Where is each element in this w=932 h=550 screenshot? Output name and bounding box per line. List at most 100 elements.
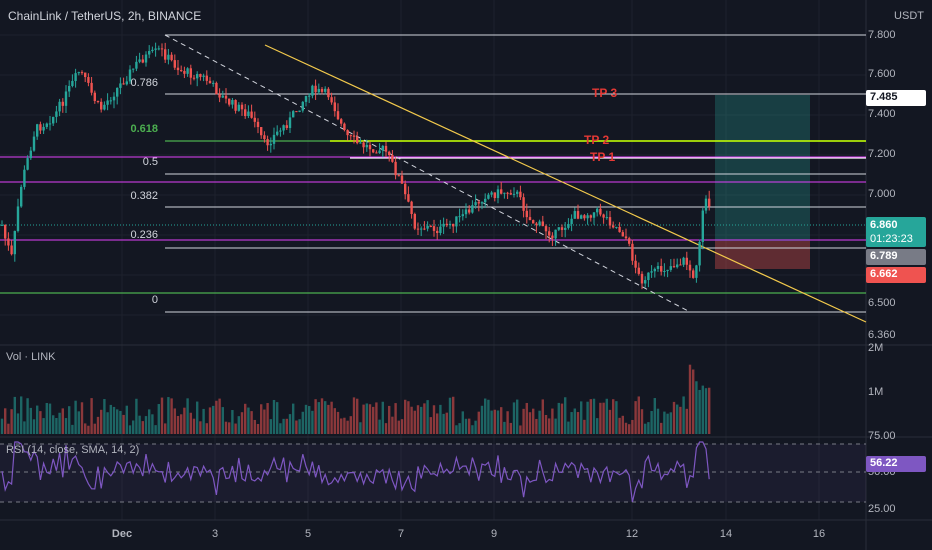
volume-bar [119,410,122,434]
candle-body [564,227,567,230]
candle-body [628,238,631,244]
volume-bar [365,403,368,434]
volume-bar [554,418,557,434]
volume-bar [52,415,55,434]
volume-pane-label[interactable]: Vol · LINK [6,351,56,363]
candle-body [304,95,308,102]
volume-bar [250,411,253,434]
volume-tick: 1M [868,386,884,398]
volume-bar [282,418,285,434]
candle-body [87,77,90,83]
candle-body [29,150,32,159]
rsi-tick: 75.00 [868,430,896,442]
volume-bar [586,401,589,434]
candle-body [0,224,4,226]
volume-bar [292,403,295,434]
volume-bar [304,404,308,434]
volume-bar [39,411,42,434]
candle-body [522,197,525,211]
candle-body [260,127,263,136]
volume-bar [404,399,407,434]
volume-bars [0,364,711,434]
candle-body [276,131,279,135]
volume-bar [352,397,356,434]
candle-body [16,206,20,231]
volume-bar [583,419,586,434]
candle-body [583,215,586,219]
volume-bar [471,425,474,434]
candle-body [164,49,167,60]
volume-bar [576,412,580,434]
candle-body [618,226,621,233]
price-tick: 7.400 [868,108,896,120]
candlestick-series [0,42,711,290]
volume-bar [0,418,4,434]
candle-body [679,264,682,266]
candle-body [631,243,634,261]
volume-bar [247,407,250,434]
candle-body [464,209,468,215]
candle-body [116,87,119,97]
volume-bar [64,418,68,434]
volume-bar [327,404,330,434]
candle-body [704,198,708,211]
volume-bar [244,403,247,434]
chart-title[interactable]: ChainLink / TetherUS, 2h, BINANCE [8,9,202,23]
bar-countdown: 01:23:23 [870,233,913,245]
candle-body [272,134,276,144]
volume-bar [173,408,176,434]
candle-body [640,273,644,284]
volume-bar [192,418,196,434]
volume-bar [426,400,429,434]
volume-bar [599,402,602,434]
volume-bar [448,397,452,434]
candle-body [663,270,666,272]
volume-bar [400,419,404,434]
volume-bar [298,419,301,434]
price-tick: 7.800 [868,29,896,41]
candle-body [688,264,692,271]
candle-body [135,61,138,69]
volume-bar [301,411,304,434]
candle-body [400,175,404,184]
candle-body [650,271,653,273]
volume-bar [160,397,164,434]
candle-body [525,210,528,218]
volume-bar [336,411,340,434]
volume-bar [112,406,116,434]
candle-body [77,72,80,74]
volume-bar [618,417,621,434]
candle-body [292,111,295,118]
candle-body [42,126,45,131]
volume-bar [480,405,484,434]
volume-bar [320,398,324,434]
candle-body [23,169,26,187]
rsi-pane-label[interactable]: RSI (14, close, SMA, 14, 2) [6,444,140,456]
volume-bar [666,413,669,434]
volume-bar [61,408,64,434]
candle-body [672,266,676,268]
candle-body [445,223,448,226]
volume-bar [631,419,634,434]
candle-body [32,136,36,151]
candle-body [189,68,192,78]
candle-body [132,68,135,70]
volume-bar [522,408,525,434]
candle-body [228,98,231,105]
volume-bar [330,401,333,434]
volume-bar [544,414,548,434]
volume-bar [4,408,7,434]
volume-bar [442,413,445,434]
candle-body [557,227,560,230]
volume-bar [93,423,96,434]
volume-bar [205,423,208,434]
volume-bar [532,408,535,434]
candle-body [7,238,10,246]
volume-bar [637,396,640,434]
volume-bar [516,399,519,434]
price-tick: 7.600 [868,68,896,80]
candle-body [407,194,410,202]
candle-body [349,135,352,137]
volume-bar [672,401,676,434]
volume-bar [688,364,692,434]
